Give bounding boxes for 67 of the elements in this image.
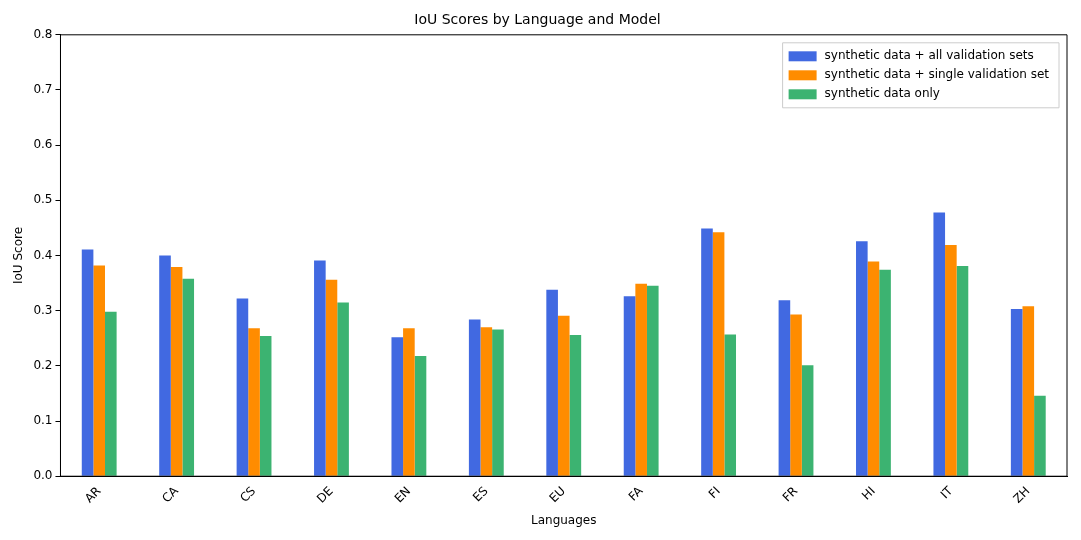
bar [81,249,94,476]
bar [623,296,636,476]
bar [403,328,415,476]
y-tick-label: 0.3 [33,302,53,317]
x-tick-label: AR [81,483,104,506]
bar [170,267,183,476]
x-axis-title: Languages [531,512,597,527]
bar [259,336,272,476]
bar [701,228,713,476]
bar [159,255,171,476]
x-tick-label: HI [858,483,878,503]
bar [1010,309,1023,476]
y-tick-label: 0.6 [33,137,53,152]
bar [801,365,814,476]
bar [492,329,504,476]
bar [236,298,249,476]
bar [945,245,957,476]
bar [1022,306,1035,476]
x-tick-label: FR [779,483,801,505]
y-tick-label: 0.7 [33,82,53,97]
x-tick-label: CA [159,483,182,506]
x-tick-label: IT [937,483,956,502]
bar [546,289,558,476]
y-tick-label: 0.0 [33,468,53,483]
bar [248,328,260,476]
chart-title: IoU Scores by Language and Model [414,11,661,28]
bar [933,212,946,476]
bar [879,269,891,476]
bar [790,314,802,476]
legend-label: synthetic data + all validation sets [824,48,1034,63]
bar [468,319,481,476]
x-tick-label: EN [391,483,414,506]
x-tick-label: EU [546,483,569,506]
y-tick-label: 0.4 [33,247,53,262]
bar [105,311,117,476]
bar [646,285,659,476]
bar [314,260,326,476]
bar [182,278,195,476]
x-tick-label: FI [705,483,723,502]
bar [1034,395,1046,476]
bar [635,283,647,476]
bar [724,334,737,476]
bar [569,334,582,476]
y-tick-label: 0.8 [33,26,53,41]
legend-label: synthetic data only [824,86,940,101]
bar [414,355,427,476]
x-tick-label: ZH [1010,483,1033,506]
bar [712,232,725,476]
y-axis-title: IoU Score [11,226,26,285]
y-tick-label: 0.2 [33,357,53,372]
bar [856,241,868,476]
bar [337,302,349,476]
bar [325,279,338,476]
legend-label: synthetic data + single validation set [824,67,1050,82]
x-tick-label: ES [470,483,491,505]
bar [93,265,105,476]
x-tick-label: FA [625,483,647,504]
bar [867,261,880,476]
bar [391,337,404,476]
x-tick-label: DE [314,483,336,506]
bar [956,266,969,476]
bar [480,327,493,476]
y-tick-label: 0.5 [33,192,53,207]
y-tick-label: 0.1 [33,413,53,428]
bar [778,300,791,476]
x-tick-label: CS [237,483,259,505]
bar [557,315,570,476]
